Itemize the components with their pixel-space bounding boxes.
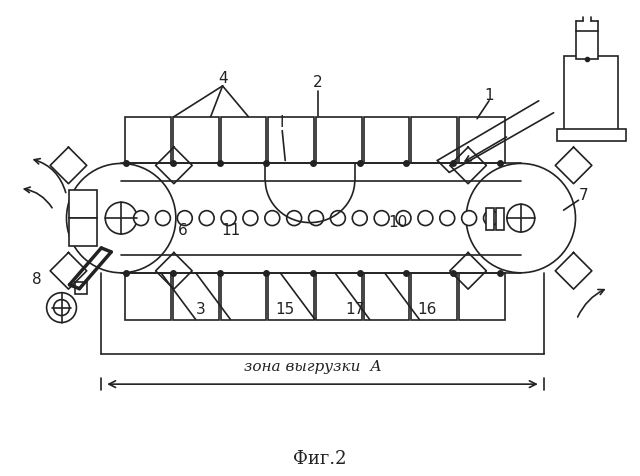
Circle shape [352, 211, 367, 226]
Circle shape [461, 211, 477, 226]
Text: 16: 16 [418, 302, 437, 317]
Bar [577, 31, 598, 59]
Bar [173, 117, 219, 163]
Circle shape [105, 202, 137, 234]
Bar [125, 117, 171, 163]
Bar [316, 117, 362, 163]
Text: 15: 15 [276, 302, 295, 317]
Text: 1: 1 [484, 89, 494, 103]
Text: 11: 11 [221, 223, 240, 238]
Bar [557, 129, 626, 140]
Circle shape [134, 211, 148, 226]
Circle shape [418, 211, 433, 226]
Bar [316, 273, 362, 319]
Bar [268, 117, 314, 163]
Circle shape [308, 211, 323, 226]
Bar [364, 273, 410, 319]
Text: 4: 4 [218, 71, 227, 87]
Text: I: I [280, 115, 284, 130]
Circle shape [484, 211, 499, 226]
Bar [412, 273, 457, 319]
Bar [364, 117, 410, 163]
Circle shape [440, 211, 454, 226]
Circle shape [156, 211, 170, 226]
Text: 7: 7 [579, 188, 588, 203]
Text: 2: 2 [313, 75, 323, 90]
Bar [221, 117, 266, 163]
Bar [412, 117, 457, 163]
Text: Фиг.2: Фиг.2 [293, 450, 347, 468]
Bar [125, 273, 171, 319]
Bar [70, 190, 97, 218]
Bar [459, 273, 505, 319]
Text: 8: 8 [32, 272, 42, 287]
Circle shape [67, 163, 176, 273]
Text: зона выгрузки  А: зона выгрузки А [244, 360, 381, 374]
Bar [564, 56, 618, 130]
Circle shape [396, 211, 411, 226]
Circle shape [199, 211, 214, 226]
Circle shape [47, 293, 76, 323]
Circle shape [243, 211, 258, 226]
Bar [459, 117, 505, 163]
Circle shape [54, 299, 70, 316]
Bar [268, 273, 314, 319]
Circle shape [177, 211, 192, 226]
Bar [173, 273, 219, 319]
Circle shape [221, 211, 236, 226]
Text: 17: 17 [345, 302, 364, 317]
Bar [496, 208, 504, 230]
Text: 3: 3 [196, 302, 205, 317]
Text: 6: 6 [178, 223, 188, 238]
Circle shape [466, 163, 575, 273]
Bar [221, 273, 266, 319]
Text: 10: 10 [388, 215, 407, 229]
Circle shape [330, 211, 346, 226]
Bar [70, 218, 97, 246]
Circle shape [507, 204, 535, 232]
Bar [76, 282, 88, 294]
Circle shape [287, 211, 301, 226]
Circle shape [265, 211, 280, 226]
Circle shape [374, 211, 389, 226]
Bar [486, 208, 494, 230]
